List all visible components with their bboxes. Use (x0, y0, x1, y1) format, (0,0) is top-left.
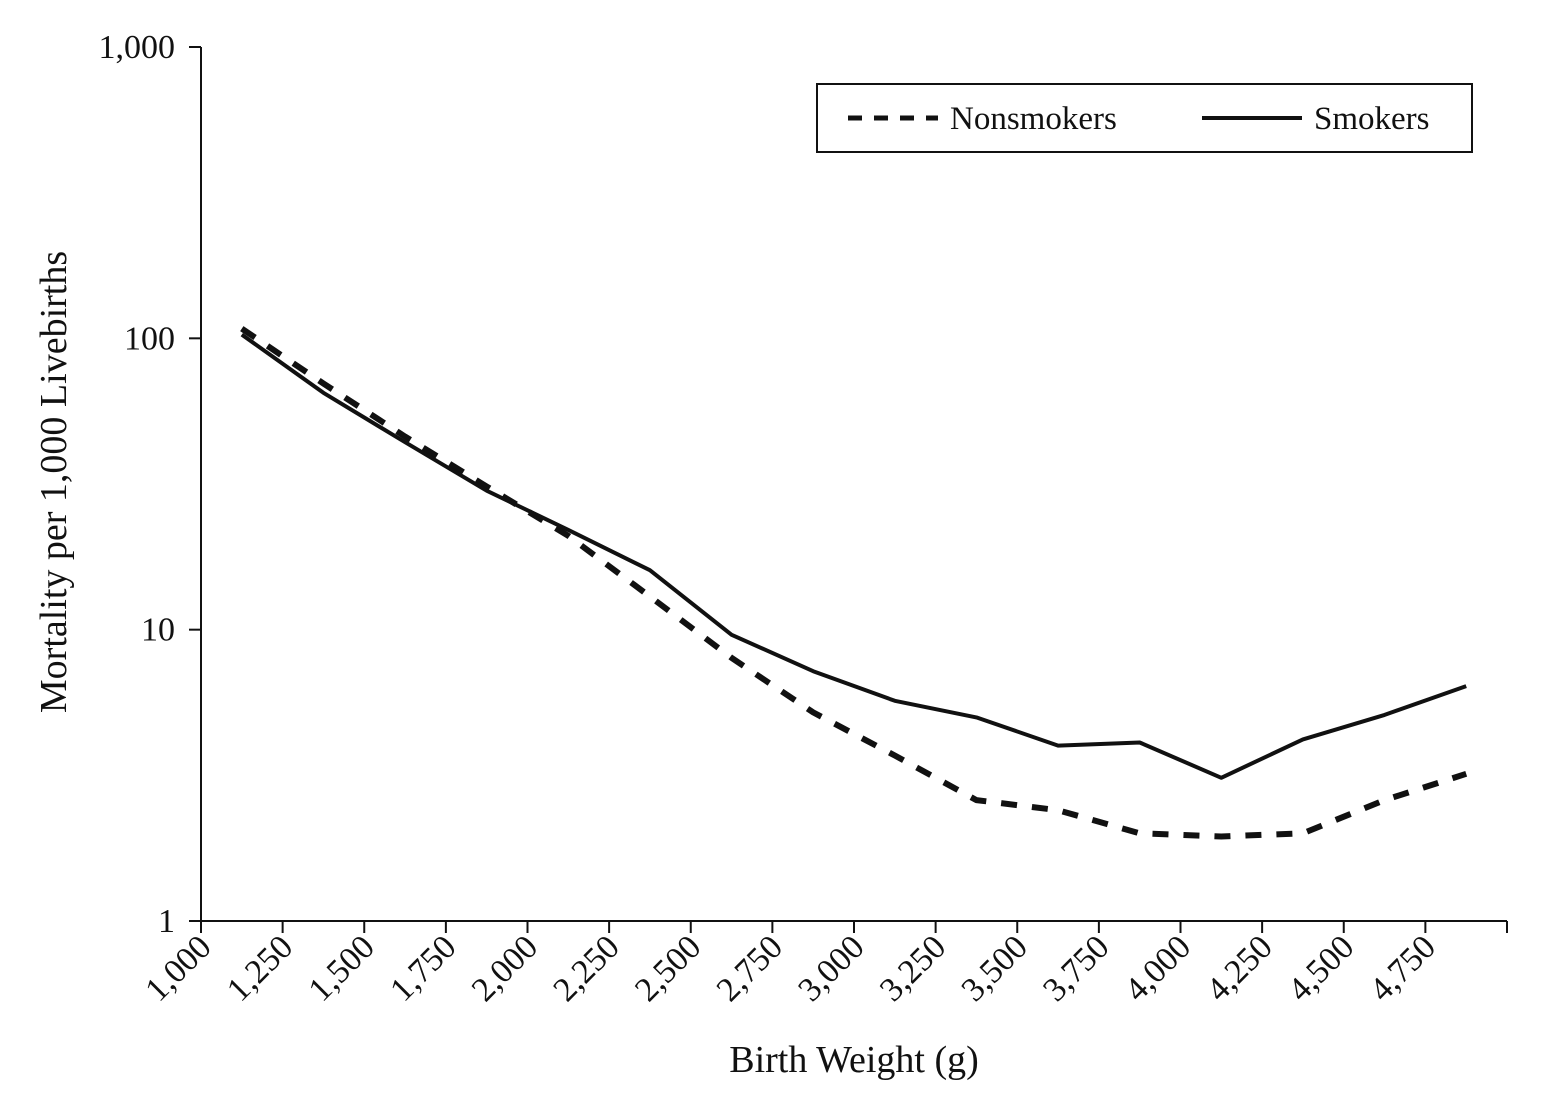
y-axis-title: Mortality per 1,000 Livebirths (33, 251, 75, 713)
x-tick-label: 3,000 (791, 928, 871, 1008)
x-tick-label: 2,000 (465, 928, 545, 1008)
x-tick-label: 4,500 (1281, 928, 1361, 1008)
x-tick-label: 3,750 (1036, 928, 1116, 1008)
y-tick-label: 10 (141, 612, 175, 649)
x-axis-ticks: 1,000 1,250 1,500 1,750 2,000 2,250 2,500 2,750… (138, 921, 1443, 1009)
legend-label-smokers: Smokers (1314, 101, 1430, 137)
y-axis-ticks: 1 10 100 1,000 (99, 29, 201, 940)
axes (200, 47, 1508, 933)
y-tick-label: 1 (158, 903, 175, 940)
x-tick-label: 2,750 (710, 928, 790, 1008)
y-tick-label: 100 (124, 320, 175, 357)
x-tick-label: 1,000 (138, 928, 218, 1008)
y-tick-label: 1,000 (99, 29, 176, 66)
legend: Nonsmokers Smokers (816, 83, 1473, 153)
x-tick-label: 1,750 (383, 928, 463, 1008)
series-line-smokers (240, 332, 1467, 780)
x-tick-label: 1,500 (302, 928, 382, 1008)
series-layer (240, 326, 1468, 840)
x-tick-label: 3,250 (873, 928, 953, 1008)
series-line-nonsmokers (240, 326, 1468, 840)
x-tick-label: 1,250 (220, 928, 300, 1008)
x-tick-label: 3,500 (955, 928, 1035, 1008)
legend-label-nonsmokers: Nonsmokers (950, 101, 1117, 137)
x-tick-label: 4,000 (1118, 928, 1198, 1008)
x-tick-label: 4,750 (1363, 928, 1443, 1008)
x-axis-title: Birth Weight (g) (729, 1039, 979, 1081)
x-tick-label: 2,500 (628, 928, 708, 1008)
x-tick-label: 2,250 (547, 928, 627, 1008)
x-tick-label: 4,250 (1200, 928, 1280, 1008)
